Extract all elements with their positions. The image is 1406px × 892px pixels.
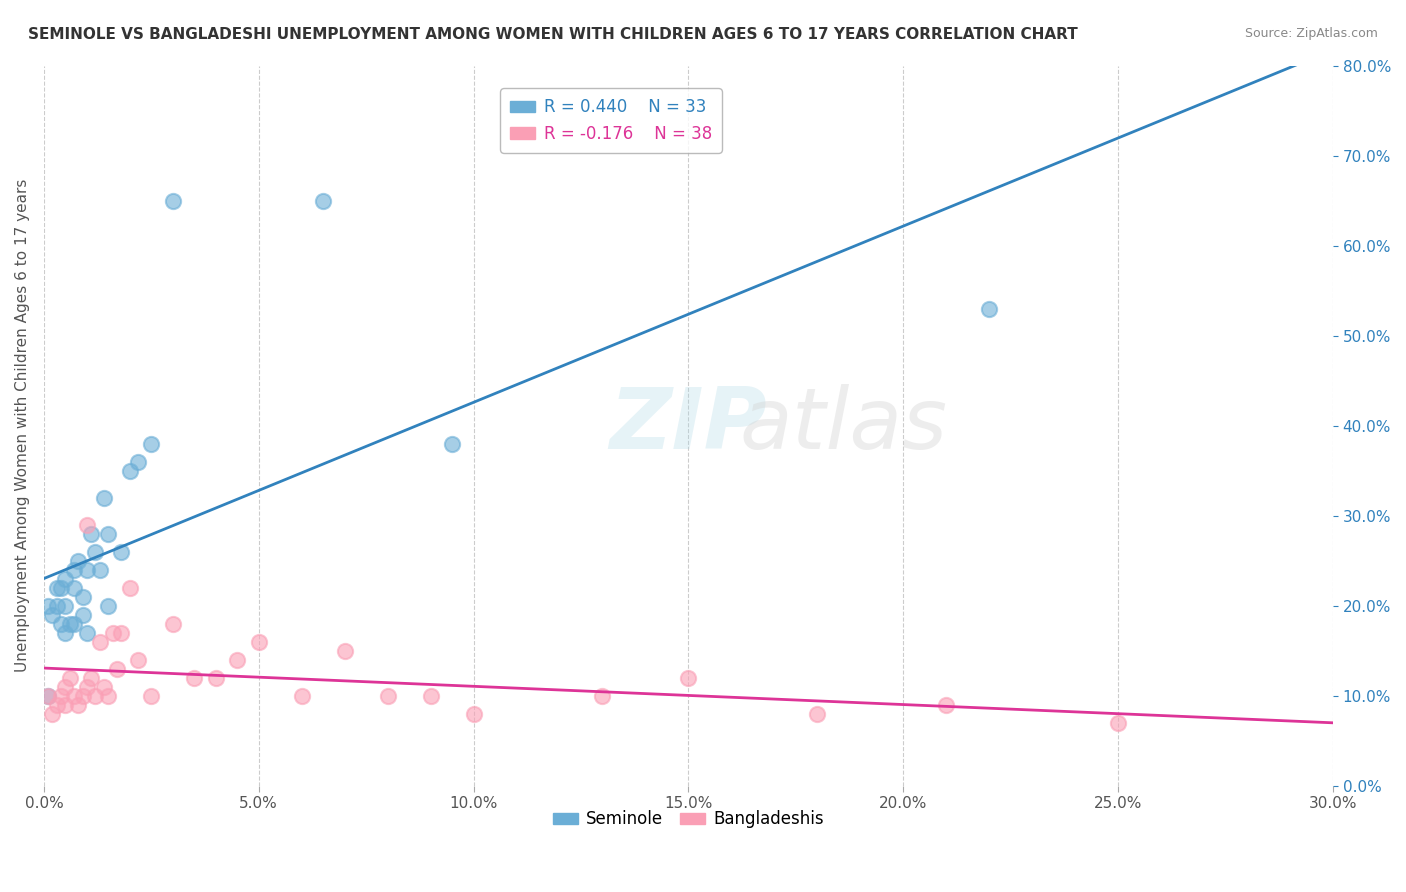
Point	[84, 689, 107, 703]
Point	[63, 563, 86, 577]
Text: SEMINOLE VS BANGLADESHI UNEMPLOYMENT AMONG WOMEN WITH CHILDREN AGES 6 TO 17 YEAR: SEMINOLE VS BANGLADESHI UNEMPLOYMENT AMO…	[28, 27, 1078, 42]
Point	[84, 545, 107, 559]
Point	[463, 706, 485, 721]
Text: ZIP: ZIP	[610, 384, 768, 467]
Text: atlas: atlas	[740, 384, 948, 467]
Point	[37, 599, 59, 613]
Point	[110, 625, 132, 640]
Point	[89, 563, 111, 577]
Point	[89, 634, 111, 648]
Point	[76, 680, 98, 694]
Point	[49, 689, 72, 703]
Point	[97, 689, 120, 703]
Point	[63, 616, 86, 631]
Point	[101, 625, 124, 640]
Point	[67, 698, 90, 712]
Point	[141, 436, 163, 450]
Point	[1107, 715, 1129, 730]
Point	[162, 194, 184, 208]
Y-axis label: Unemployment Among Women with Children Ages 6 to 17 years: Unemployment Among Women with Children A…	[15, 179, 30, 673]
Point	[76, 625, 98, 640]
Point	[291, 689, 314, 703]
Point	[53, 625, 76, 640]
Point	[59, 616, 82, 631]
Point	[72, 689, 94, 703]
Legend: Seminole, Bangladeshis: Seminole, Bangladeshis	[546, 804, 831, 835]
Point	[41, 607, 63, 622]
Point	[204, 671, 226, 685]
Text: Source: ZipAtlas.com: Source: ZipAtlas.com	[1244, 27, 1378, 40]
Point	[118, 581, 141, 595]
Point	[977, 301, 1000, 316]
Point	[935, 698, 957, 712]
Point	[118, 464, 141, 478]
Point	[678, 671, 700, 685]
Point	[67, 554, 90, 568]
Point	[63, 581, 86, 595]
Point	[377, 689, 399, 703]
Point	[141, 689, 163, 703]
Point	[312, 194, 335, 208]
Point	[49, 616, 72, 631]
Point	[72, 590, 94, 604]
Point	[37, 689, 59, 703]
Point	[76, 563, 98, 577]
Point	[441, 436, 464, 450]
Point	[127, 653, 149, 667]
Point	[53, 698, 76, 712]
Point	[53, 680, 76, 694]
Point	[93, 491, 115, 505]
Point	[53, 599, 76, 613]
Point	[76, 517, 98, 532]
Point	[45, 599, 67, 613]
Point	[37, 689, 59, 703]
Point	[591, 689, 613, 703]
Point	[93, 680, 115, 694]
Point	[127, 455, 149, 469]
Point	[806, 706, 828, 721]
Point	[59, 671, 82, 685]
Point	[41, 706, 63, 721]
Point	[333, 644, 356, 658]
Point	[80, 671, 103, 685]
Point	[80, 526, 103, 541]
Point	[97, 526, 120, 541]
Point	[247, 634, 270, 648]
Point	[183, 671, 205, 685]
Point	[72, 607, 94, 622]
Point	[45, 581, 67, 595]
Point	[97, 599, 120, 613]
Point	[105, 662, 128, 676]
Point	[45, 698, 67, 712]
Point	[110, 545, 132, 559]
Point	[226, 653, 249, 667]
Point	[419, 689, 441, 703]
Point	[63, 689, 86, 703]
Point	[53, 572, 76, 586]
Point	[162, 616, 184, 631]
Point	[49, 581, 72, 595]
